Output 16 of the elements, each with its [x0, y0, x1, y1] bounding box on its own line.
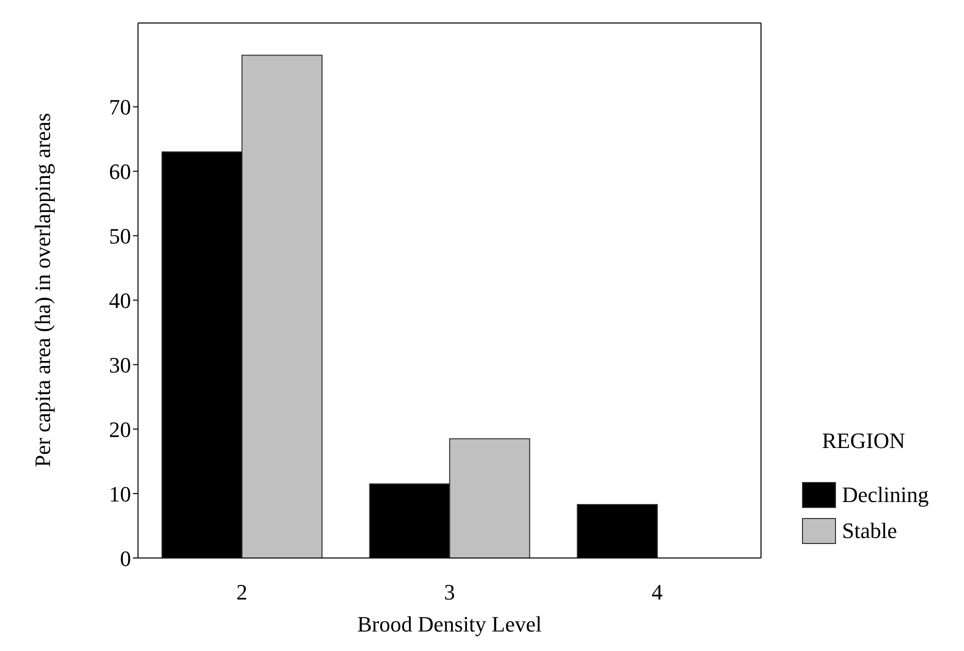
y-tick-label: 30 [109, 352, 131, 378]
y-tick-label: 50 [109, 224, 131, 249]
y-tick-label: 0 [120, 546, 131, 571]
x-tick-label: 3 [444, 580, 455, 605]
y-axis-title: Per capita area (ha) in overlapping areas [30, 112, 56, 470]
x-tick-label: 4 [652, 580, 663, 605]
y-tick-label: 70 [109, 94, 131, 120]
y-tick-label: 60 [109, 159, 131, 184]
legend-label: Stable [842, 518, 897, 544]
legend-label: Declining [842, 482, 929, 508]
x-axis-title: Brood Density Level [357, 612, 542, 637]
x-tick-label: 2 [236, 580, 248, 605]
legend-title: REGION [822, 428, 906, 454]
y-tick-label: 10 [109, 481, 131, 506]
y-tick-label: 20 [109, 416, 131, 442]
y-tick-label: 40 [109, 288, 131, 313]
